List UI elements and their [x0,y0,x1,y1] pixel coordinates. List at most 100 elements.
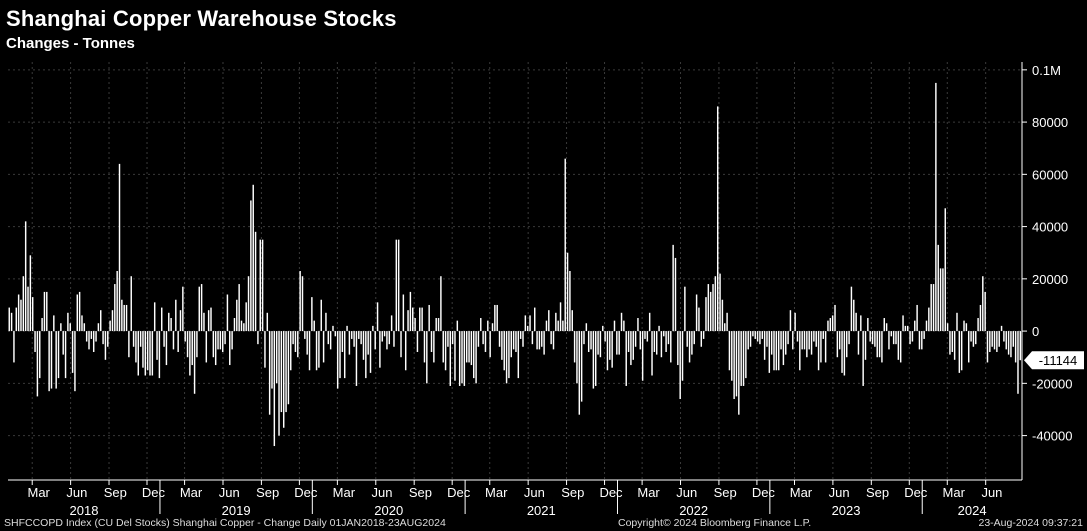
bar [914,320,916,332]
bar [548,310,550,332]
bar [74,331,76,392]
bar [343,331,346,379]
bar [618,331,620,355]
bar [599,331,602,358]
bar [606,331,609,371]
bar [233,318,236,332]
bar [372,325,374,332]
bar [480,318,482,332]
x-year-label: 2021 [527,503,556,518]
bar [308,331,311,371]
bar [484,331,487,352]
bar [637,318,639,332]
bar [857,331,860,355]
bar [745,331,747,379]
bar [247,276,250,332]
bar [85,331,88,342]
bar [721,299,724,332]
bar [982,276,984,332]
bar [925,320,928,332]
last-value-marker: -11144 [1024,351,1084,370]
bar [498,331,501,347]
bar [125,304,128,332]
bar [381,331,383,342]
bar [226,294,229,332]
bar [229,331,231,366]
bar [203,312,205,332]
bar [1003,331,1005,342]
bar [426,331,428,384]
bar [806,331,808,358]
bar [864,331,867,360]
bar [921,331,923,350]
bar [299,271,301,332]
bar [414,318,416,332]
bar [383,331,386,337]
bar [634,331,637,347]
bar [170,318,172,332]
bar [461,331,463,384]
bar [41,318,43,332]
bar [775,331,778,371]
bar [179,310,182,332]
bar [590,331,592,350]
bar [468,331,470,363]
bar [768,331,771,373]
x-month-label: Jun [66,485,87,500]
bar [991,331,993,347]
bar [510,331,513,358]
bar [252,184,254,332]
bar [421,307,423,332]
bar [888,331,890,350]
bar [869,331,871,342]
bar [899,331,902,363]
bar [388,331,391,345]
bar-series [8,82,1022,447]
bar [57,331,60,379]
bar [700,331,703,347]
bar [437,318,440,332]
bar [986,331,989,363]
bar [271,331,273,389]
bar [339,331,341,379]
bar [172,331,175,350]
bar [29,255,32,332]
bar [137,331,140,376]
bar [20,299,22,332]
bar [822,331,825,339]
bar [679,331,681,400]
bar [984,291,986,332]
bar [766,331,768,347]
bar [149,331,151,376]
bar [742,331,745,386]
bar [937,244,939,332]
y-tick-label: -20000 [1032,376,1072,391]
bar [667,331,670,345]
footer-source: SHFCCOPD Index (CU Del Stocks) Shanghai … [4,517,446,529]
bar [447,331,449,347]
bar [212,331,215,358]
y-axis-labels: 0.1M 80000 60000 40000 20000 0 -20000 -40000 [1032,63,1072,444]
y-tick-label: -40000 [1032,429,1072,444]
bar [965,323,968,332]
bar [104,331,107,360]
bar [627,331,630,352]
bar [395,239,398,332]
bar [327,331,330,345]
bar [196,331,198,358]
bar [712,284,714,332]
bar [524,315,527,332]
bar [860,315,862,332]
bar [153,302,156,332]
bar [88,331,90,350]
x-month-label: Dec [599,485,623,500]
bar [1000,325,1003,332]
bar [928,307,930,332]
bar [463,331,466,386]
bar [573,331,576,363]
bar [681,331,684,381]
bar [876,331,878,358]
x-year-label: 2019 [222,503,251,518]
x-month-label: Jun [524,485,545,500]
bar [972,331,975,347]
